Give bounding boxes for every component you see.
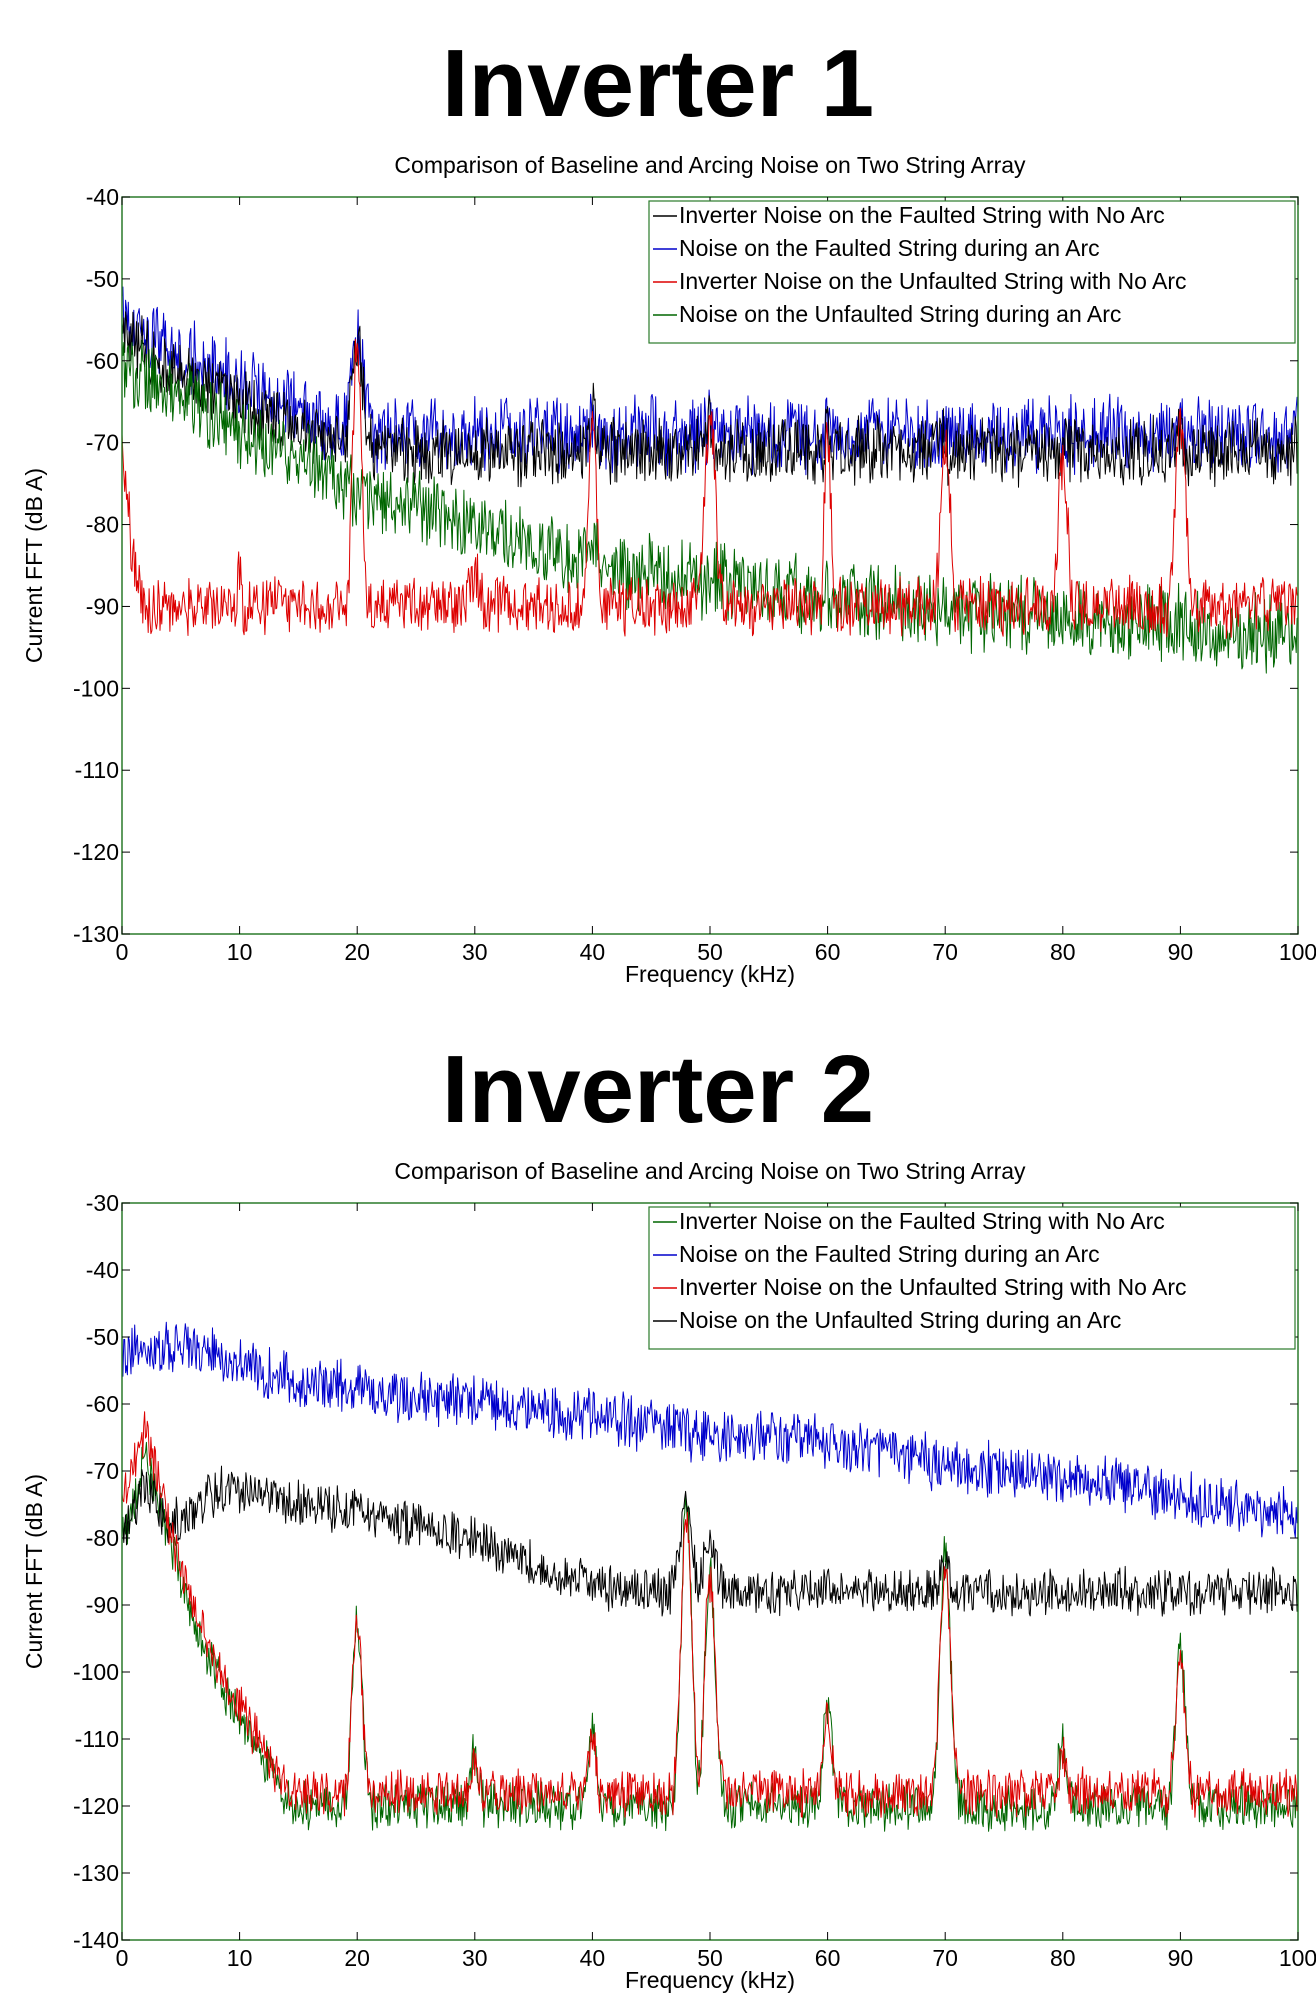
x-tick-label: 10 — [227, 939, 253, 965]
x-tick-label: 100 — [1279, 1945, 1316, 1971]
y-tick-label: -70 — [86, 1458, 119, 1484]
x-tick-label: 50 — [697, 1945, 723, 1971]
y-tick-label: -130 — [73, 1860, 119, 1886]
legend-entry: Inverter Noise on the Unfaulted String w… — [679, 1274, 1187, 1300]
y-tick-label: -120 — [73, 1793, 119, 1819]
x-tick-label: 10 — [227, 1945, 253, 1971]
x-tick-label: 30 — [462, 939, 488, 965]
series-line-3 — [122, 339, 1298, 674]
x-tick-label: 20 — [344, 1945, 370, 1971]
x-tick-label: 40 — [580, 939, 606, 965]
x-tick-label: 70 — [932, 1945, 958, 1971]
y-tick-label: -110 — [75, 1726, 119, 1752]
legend-entry: Noise on the Unfaulted String during an … — [679, 301, 1121, 327]
legend: Inverter Noise on the Faulted String wit… — [648, 1206, 1296, 1350]
y-tick-label: -70 — [86, 430, 119, 456]
y-tick-label: -110 — [75, 757, 119, 783]
chart-title: Comparison of Baseline and Arcing Noise … — [394, 152, 1026, 178]
legend-entry: Inverter Noise on the Faulted String wit… — [679, 202, 1165, 228]
legend-entry: Noise on the Unfaulted String during an … — [679, 1307, 1121, 1333]
y-axis-label: Current FFT (dB A) — [21, 1474, 47, 1669]
y-tick-label: -90 — [86, 593, 119, 619]
y-tick-label: -60 — [86, 1391, 119, 1417]
series-line-2 — [122, 1411, 1298, 1819]
x-tick-label: 60 — [815, 1945, 841, 1971]
x-tick-label: 100 — [1279, 939, 1316, 965]
y-tick-label: -120 — [73, 839, 119, 865]
legend-box — [648, 1206, 1296, 1350]
y-tick-label: -60 — [86, 348, 119, 374]
y-tick-label: -90 — [86, 1592, 119, 1618]
y-tick-label: -140 — [73, 1927, 119, 1953]
series-line-2 — [122, 338, 1298, 639]
legend-entry: Inverter Noise on the Faulted String wit… — [679, 1208, 1165, 1234]
inverter-1-chart: Comparison of Baseline and Arcing Noise … — [21, 152, 1316, 987]
y-tick-label: -30 — [86, 1190, 119, 1216]
y-tick-label: -80 — [86, 512, 119, 538]
legend: Inverter Noise on the Faulted String wit… — [648, 200, 1296, 344]
y-tick-label: -100 — [73, 1659, 119, 1685]
series-line-0 — [122, 311, 1298, 488]
y-tick-label: -80 — [86, 1525, 119, 1551]
y-tick-label: -50 — [86, 1324, 119, 1350]
y-tick-label: -130 — [73, 921, 119, 947]
x-tick-label: 80 — [1050, 1945, 1076, 1971]
x-axis-label: Frequency (kHz) — [625, 1967, 795, 1993]
x-tick-label: 20 — [344, 939, 370, 965]
y-tick-label: -50 — [86, 266, 119, 292]
inverter-1-heading: Inverter 1 — [441, 30, 875, 137]
inverter-2-heading: Inverter 2 — [441, 1036, 875, 1143]
x-tick-label: 60 — [815, 939, 841, 965]
legend-box — [648, 200, 1296, 344]
legend-entry: Noise on the Faulted String during an Ar… — [679, 235, 1100, 261]
y-axis-label: Current FFT (dB A) — [21, 468, 47, 663]
chart-title: Comparison of Baseline and Arcing Noise … — [394, 1158, 1026, 1184]
series-line-3 — [122, 1465, 1298, 1617]
legend-entry: Noise on the Faulted String during an Ar… — [679, 1241, 1100, 1267]
x-tick-label: 90 — [1168, 939, 1194, 965]
x-tick-label: 30 — [462, 1945, 488, 1971]
x-tick-label: 0 — [116, 939, 129, 965]
y-tick-label: -40 — [86, 1257, 119, 1283]
inverter-2-chart: Comparison of Baseline and Arcing Noise … — [21, 1158, 1316, 1993]
x-tick-label: 50 — [697, 939, 723, 965]
x-tick-label: 80 — [1050, 939, 1076, 965]
x-tick-label: 40 — [580, 1945, 606, 1971]
series-line-1 — [122, 1321, 1298, 1538]
x-axis-label: Frequency (kHz) — [625, 961, 795, 987]
legend-entry: Inverter Noise on the Unfaulted String w… — [679, 268, 1187, 294]
y-tick-label: -40 — [86, 184, 119, 210]
y-tick-label: -100 — [73, 675, 119, 701]
x-tick-label: 70 — [932, 939, 958, 965]
x-tick-label: 0 — [116, 1945, 129, 1971]
x-tick-label: 90 — [1168, 1945, 1194, 1971]
